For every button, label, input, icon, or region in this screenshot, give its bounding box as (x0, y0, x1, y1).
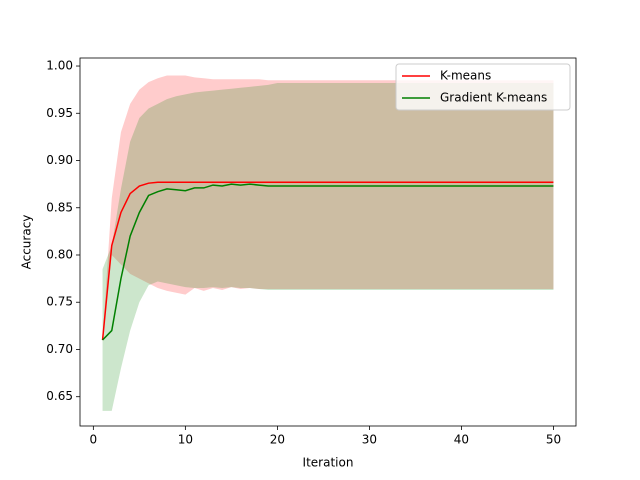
plot-frame (79, 57, 577, 427)
legend-label: Gradient K-means (440, 91, 547, 105)
y-tick-label: 0.90 (46, 153, 73, 167)
confidence-band (102, 75, 554, 341)
x-tick-label: 0 (90, 433, 98, 447)
x-axis-label: Iteration (303, 456, 354, 470)
y-tick-label: 0.65 (46, 389, 73, 403)
y-tick-label: 0.70 (46, 342, 73, 356)
line (102, 183, 554, 341)
legend-label: K-means (440, 69, 491, 83)
x-tick-label: 20 (270, 433, 285, 447)
x-tick-label: 10 (178, 433, 193, 447)
confidence-band (102, 83, 554, 411)
legend: K-means Gradient K-means (395, 63, 571, 111)
x-tick-label: 50 (546, 433, 561, 447)
y-tick-label: 0.95 (46, 106, 73, 120)
y-axis-label: Accuracy (20, 215, 34, 270)
line (101, 181, 554, 341)
y-tick-label: 0.75 (46, 295, 73, 309)
x-tick-label: 40 (454, 433, 469, 447)
y-tick-label: 0.85 (46, 200, 73, 214)
y-tick-label: 0.80 (46, 247, 73, 261)
legend-box (395, 63, 571, 111)
y-tick-label: 1.00 (46, 59, 73, 73)
x-tick-label: 30 (362, 433, 377, 447)
